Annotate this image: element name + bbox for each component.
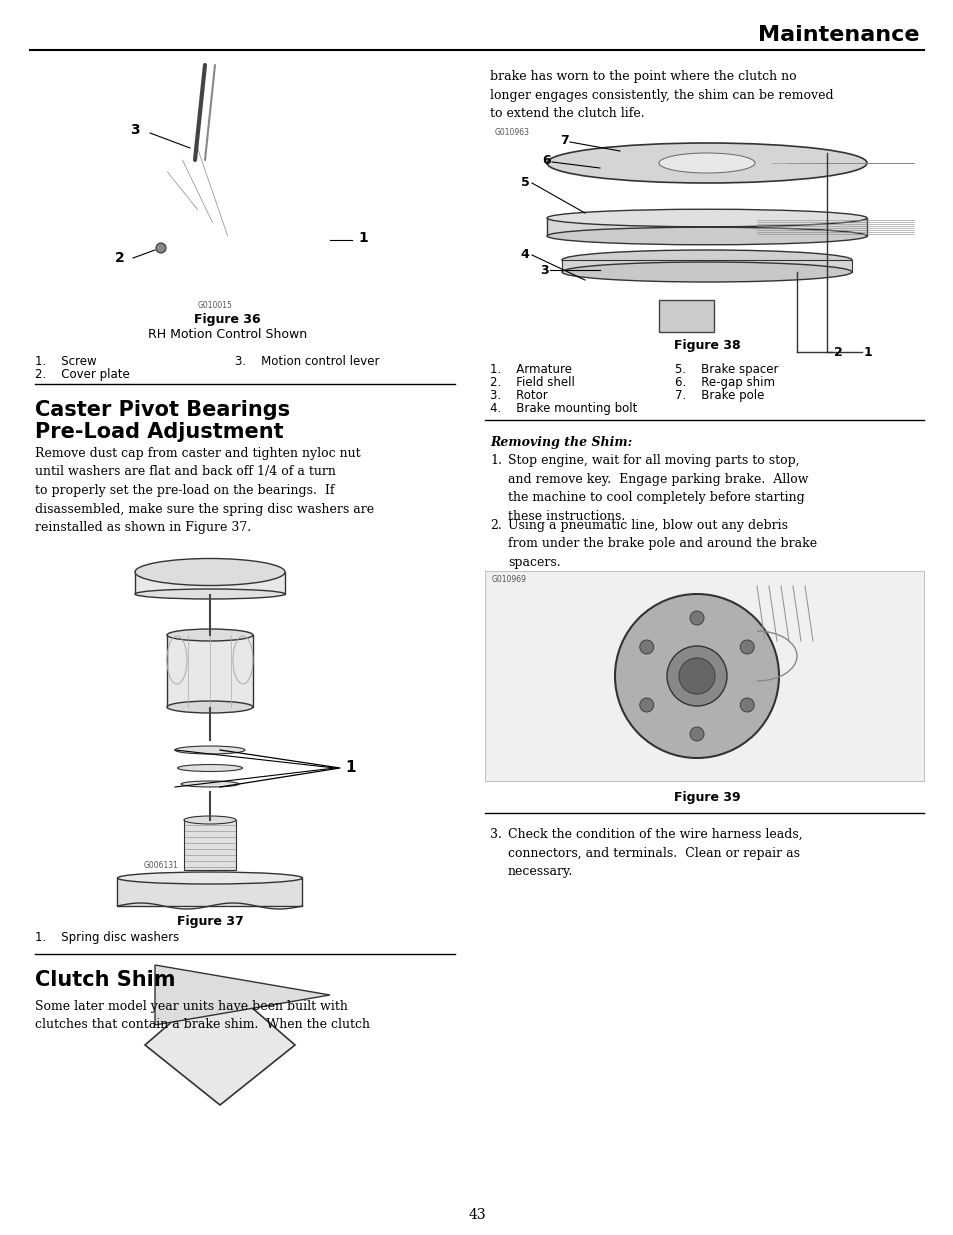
Text: 2.    Field shell: 2. Field shell [490,375,575,389]
Ellipse shape [184,816,235,824]
Text: 7.    Brake pole: 7. Brake pole [675,389,763,403]
Circle shape [156,243,166,253]
Ellipse shape [177,764,242,772]
Text: 5: 5 [520,177,529,189]
Text: Figure 39: Figure 39 [673,790,740,804]
Text: 2: 2 [115,251,125,266]
Ellipse shape [117,872,302,884]
Text: 2.: 2. [490,519,501,532]
Polygon shape [145,981,294,1105]
Text: G006131: G006131 [144,861,179,869]
Text: 1: 1 [863,346,872,358]
Ellipse shape [546,209,866,227]
Text: Figure 36: Figure 36 [194,314,260,326]
Ellipse shape [174,746,245,755]
Text: 3: 3 [130,124,140,137]
Ellipse shape [167,629,253,641]
Text: 2.    Cover plate: 2. Cover plate [35,368,130,382]
Text: 3.: 3. [490,827,501,841]
Ellipse shape [659,153,754,173]
Ellipse shape [546,143,866,183]
Text: Pre-Load Adjustment: Pre-Load Adjustment [35,422,283,442]
Ellipse shape [135,589,285,599]
Text: 1: 1 [357,231,367,245]
Text: Clutch Shim: Clutch Shim [35,969,175,990]
Text: 4.    Brake mounting bolt: 4. Brake mounting bolt [490,403,637,415]
Circle shape [639,640,653,655]
Text: brake has worn to the point where the clutch no
longer engages consistently, the: brake has worn to the point where the cl… [490,70,833,120]
Ellipse shape [546,227,866,245]
Ellipse shape [167,701,253,713]
FancyBboxPatch shape [117,878,302,906]
FancyBboxPatch shape [659,300,714,332]
Text: 4: 4 [520,248,529,262]
Circle shape [639,698,653,713]
Text: G010015: G010015 [197,300,233,310]
FancyBboxPatch shape [135,572,285,594]
Polygon shape [154,965,330,1025]
Text: Using a pneumatic line, blow out any debris
from under the brake pole and around: Using a pneumatic line, blow out any deb… [507,519,817,569]
Circle shape [740,640,754,655]
Ellipse shape [181,781,239,787]
Text: Figure 38: Figure 38 [673,338,740,352]
Text: 43: 43 [468,1208,485,1221]
FancyBboxPatch shape [561,261,851,272]
Circle shape [679,658,714,694]
Text: G010969: G010969 [492,576,526,584]
Text: Caster Pivot Bearings: Caster Pivot Bearings [35,400,290,420]
Text: G010963: G010963 [495,128,530,137]
Circle shape [615,594,779,758]
Text: 2: 2 [833,346,841,358]
Text: Removing the Shim:: Removing the Shim: [490,436,632,450]
Circle shape [740,698,754,713]
Text: Stop engine, wait for all moving parts to stop,
and remove key.  Engage parking : Stop engine, wait for all moving parts t… [507,454,807,522]
Text: 3.    Rotor: 3. Rotor [490,389,547,403]
FancyBboxPatch shape [184,820,235,869]
Text: 6.    Re-gap shim: 6. Re-gap shim [675,375,774,389]
Text: Some later model year units have been built with
clutches that contain a brake s: Some later model year units have been bu… [35,1000,370,1031]
FancyBboxPatch shape [167,635,253,706]
Ellipse shape [561,262,851,282]
Text: Figure 37: Figure 37 [176,915,243,929]
Text: 3: 3 [540,263,549,277]
Text: 1: 1 [345,761,355,776]
Text: Check the condition of the wire harness leads,
connectors, and terminals.  Clean: Check the condition of the wire harness … [507,827,801,878]
Ellipse shape [135,558,285,585]
Text: 1.    Armature: 1. Armature [490,363,572,375]
Ellipse shape [561,249,851,270]
Circle shape [689,727,703,741]
Text: 1.: 1. [490,454,501,467]
FancyBboxPatch shape [546,219,866,236]
Text: 3.    Motion control lever: 3. Motion control lever [234,354,379,368]
Text: 1.    Screw: 1. Screw [35,354,96,368]
Text: Remove dust cap from caster and tighten nyloc nut
until washers are flat and bac: Remove dust cap from caster and tighten … [35,447,374,534]
Text: 5.    Brake spacer: 5. Brake spacer [675,363,778,375]
FancyBboxPatch shape [484,571,923,781]
Text: 6: 6 [542,153,551,167]
Text: RH Motion Control Shown: RH Motion Control Shown [148,329,307,342]
Text: 1.    Spring disc washers: 1. Spring disc washers [35,931,179,945]
Circle shape [689,611,703,625]
Circle shape [666,646,726,706]
Text: Maintenance: Maintenance [758,25,919,44]
Text: 7: 7 [560,133,569,147]
